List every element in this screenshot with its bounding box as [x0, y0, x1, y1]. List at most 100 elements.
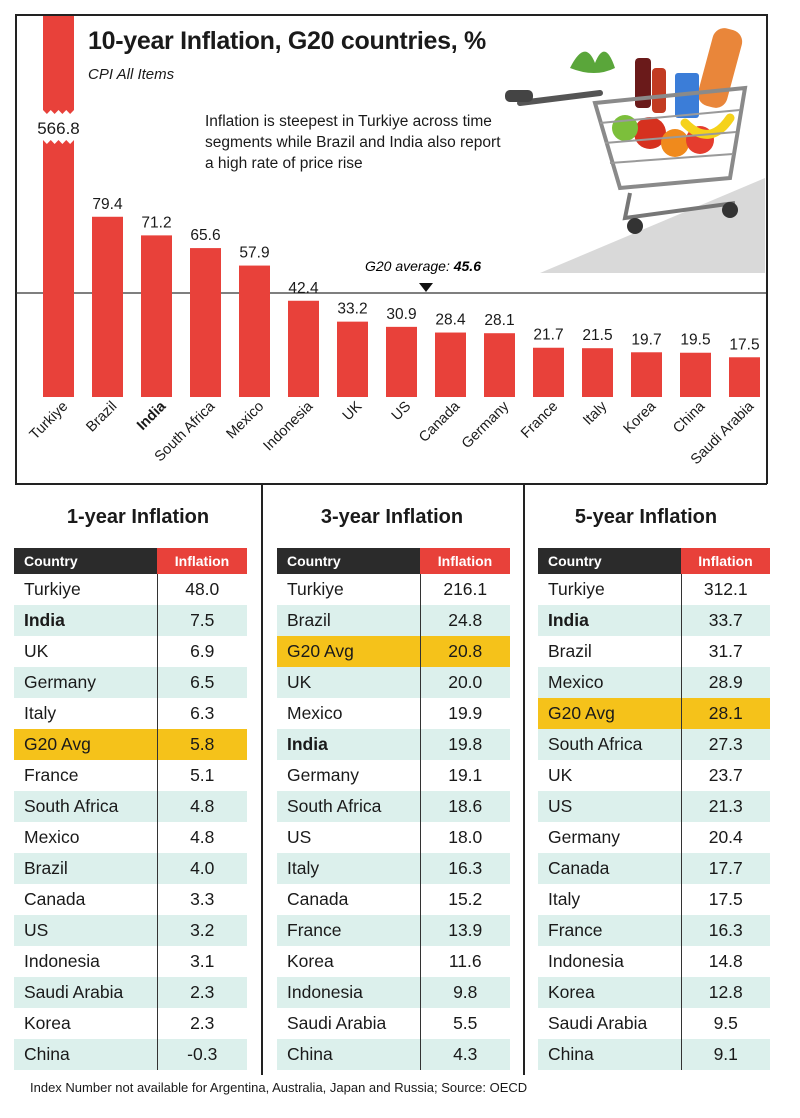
table-row: Indonesia 3.1 — [14, 946, 247, 977]
inflation-cell: 33.7 — [680, 605, 770, 636]
table-row: US 21.3 — [538, 791, 770, 822]
table-row: France 16.3 — [538, 915, 770, 946]
bar-france — [533, 347, 564, 397]
country-cell: Canada — [538, 853, 681, 884]
table-row: Korea 2.3 — [14, 1008, 247, 1039]
table-row: China -0.3 — [14, 1039, 247, 1070]
country-cell: UK — [548, 765, 573, 785]
inflation-cell: 13.9 — [419, 915, 510, 946]
country-cell: Korea — [287, 951, 334, 971]
inflation-cell: 17.5 — [680, 884, 770, 915]
chart-subtitle: CPI All Items — [88, 66, 175, 83]
country-cell: UK — [24, 641, 49, 661]
country-cell: Turkiye — [548, 579, 605, 599]
table-row: UK 6.9 — [14, 636, 247, 667]
country-cell: China — [538, 1039, 681, 1070]
country-cell: Saudi Arabia — [14, 977, 157, 1008]
table-row: Canada 17.7 — [538, 853, 770, 884]
inflation-cell: 4.0 — [156, 853, 247, 884]
table-row: South Africa 18.6 — [277, 791, 510, 822]
inflation-cell: 48.0 — [156, 574, 247, 605]
table-row: Turkiye 312.1 — [538, 574, 770, 605]
inflation-cell: 31.7 — [680, 636, 770, 667]
table-3-year-inflation: Country Inflation Turkiye 216.1 Brazil 24.8 G2… — [277, 548, 510, 1070]
category-label: Indonesia — [261, 398, 317, 454]
country-cell: Brazil — [277, 605, 420, 636]
inflation-cell: 24.8 — [419, 605, 510, 636]
table-row: China 4.3 — [277, 1039, 510, 1070]
inflation-bar-chart: G20 average: 45.6 566.8 Turkiye 79.4 Brazil 7… — [16, 16, 766, 468]
table-row: Saudi Arabia 9.5 — [538, 1008, 770, 1039]
country-cell: Canada — [287, 889, 349, 909]
value-label: 33.2 — [337, 301, 367, 318]
country-cell: India — [14, 605, 157, 636]
country-cell: Brazil — [548, 641, 592, 661]
category-label: China — [670, 398, 709, 437]
country-cell: Saudi Arabia — [287, 1013, 387, 1033]
inflation-cell: 18.0 — [419, 822, 510, 853]
source-footnote: Index Number not available for Argentina… — [30, 1080, 528, 1095]
table-row: Italy 6.3 — [14, 698, 247, 729]
table-row: France 5.1 — [14, 760, 247, 791]
bar-germany — [484, 333, 515, 397]
country-cell: France — [277, 915, 420, 946]
value-label: 21.5 — [582, 327, 612, 344]
g20-average-marker — [419, 283, 433, 292]
country-cell: Korea — [24, 1013, 71, 1033]
bar-saudi-arabia — [729, 357, 760, 397]
inflation-cell: 21.3 — [680, 791, 770, 822]
value-label: 71.2 — [141, 214, 171, 231]
country-cell: US — [538, 791, 681, 822]
inflation-cell: 4.8 — [156, 791, 247, 822]
inflation-cell: 23.7 — [680, 760, 770, 791]
table-row: Germany 19.1 — [277, 760, 510, 791]
inflation-cell: 12.8 — [680, 977, 770, 1008]
country-cell: Italy — [24, 703, 57, 723]
table-row: India 33.7 — [538, 605, 770, 636]
bar-brazil — [92, 216, 123, 397]
inflation-cell: 9.8 — [419, 977, 510, 1008]
country-cell: Saudi Arabia — [548, 1013, 648, 1033]
table-row: Brazil 31.7 — [538, 636, 770, 667]
table-row: Germany 6.5 — [14, 667, 247, 698]
chart-right-border — [766, 14, 768, 484]
country-cell: Turkiye — [287, 579, 344, 599]
country-cell: G20 Avg — [538, 698, 681, 729]
country-cell: Italy — [548, 889, 581, 909]
inflation-cell: 3.2 — [156, 915, 247, 946]
category-label: Brazil — [83, 399, 120, 436]
inflation-cell: 216.1 — [419, 574, 510, 605]
table-row: G20 Avg 5.8 — [14, 729, 247, 760]
table-row: Korea 11.6 — [277, 946, 510, 977]
table-row: US 18.0 — [277, 822, 510, 853]
country-cell: G20 Avg — [14, 729, 157, 760]
country-cell: France — [538, 915, 681, 946]
table-row: Mexico 19.9 — [277, 698, 510, 729]
country-cell: India — [538, 605, 681, 636]
country-cell: Germany — [548, 827, 620, 847]
inflation-cell: 5.1 — [156, 760, 247, 791]
category-label: India — [134, 398, 170, 434]
inflation-cell: 6.9 — [156, 636, 247, 667]
table-title-3-year: 3-year Inflation — [320, 506, 464, 528]
country-cell: Italy — [277, 853, 420, 884]
table-row: China 9.1 — [538, 1039, 770, 1070]
inflation-cell: 3.3 — [156, 884, 247, 915]
table-row: Canada 3.3 — [14, 884, 247, 915]
chart-left-border — [15, 14, 17, 484]
inflation-cell: 14.8 — [680, 946, 770, 977]
table-row: US 3.2 — [14, 915, 247, 946]
value-label: 19.5 — [680, 332, 710, 349]
inflation-cell: 28.9 — [680, 667, 770, 698]
table-row: Indonesia 9.8 — [277, 977, 510, 1008]
country-cell: US — [287, 827, 312, 847]
bar-china — [680, 352, 711, 397]
country-cell: Korea — [538, 977, 681, 1008]
country-cell: Indonesia — [277, 977, 420, 1008]
table-row: Mexico 4.8 — [14, 822, 247, 853]
category-label: US — [389, 399, 415, 425]
bar-india — [141, 235, 172, 397]
inflation-cell: 19.9 — [419, 698, 510, 729]
table-row: South Africa 27.3 — [538, 729, 770, 760]
section-divider — [15, 483, 767, 485]
